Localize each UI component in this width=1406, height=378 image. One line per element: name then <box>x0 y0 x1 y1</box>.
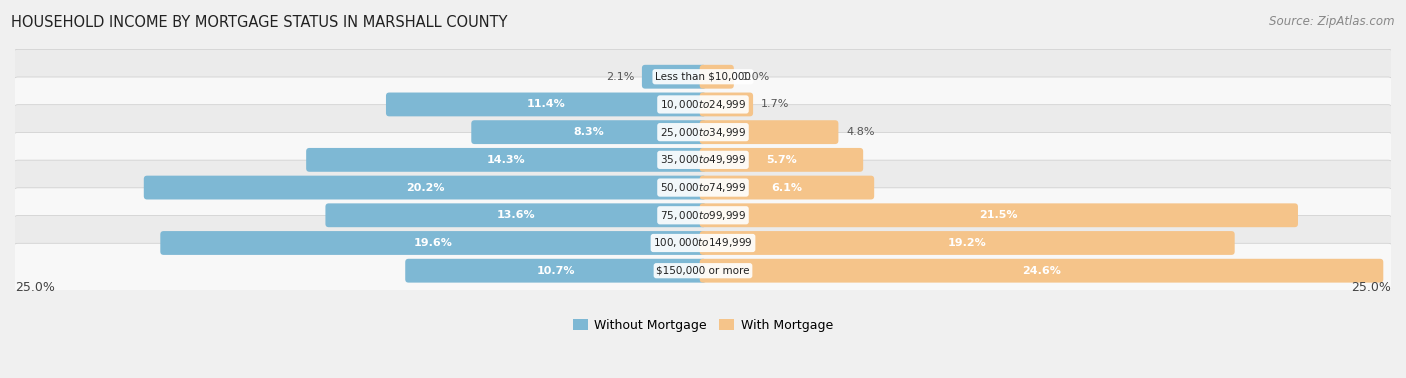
Text: 14.3%: 14.3% <box>486 155 526 165</box>
Text: 1.0%: 1.0% <box>741 72 769 82</box>
Text: 21.5%: 21.5% <box>980 210 1018 220</box>
FancyBboxPatch shape <box>700 93 754 116</box>
FancyBboxPatch shape <box>14 77 1392 132</box>
Text: 25.0%: 25.0% <box>15 281 55 294</box>
FancyBboxPatch shape <box>14 243 1392 298</box>
FancyBboxPatch shape <box>700 65 734 89</box>
FancyBboxPatch shape <box>700 203 1298 227</box>
Text: 25.0%: 25.0% <box>1351 281 1391 294</box>
Text: 2.1%: 2.1% <box>606 72 634 82</box>
Text: $100,000 to $149,999: $100,000 to $149,999 <box>654 237 752 249</box>
FancyBboxPatch shape <box>14 188 1392 243</box>
Text: 4.8%: 4.8% <box>846 127 875 137</box>
Text: 1.7%: 1.7% <box>761 99 789 110</box>
FancyBboxPatch shape <box>700 176 875 200</box>
FancyBboxPatch shape <box>14 132 1392 187</box>
FancyBboxPatch shape <box>471 120 706 144</box>
Text: 19.6%: 19.6% <box>413 238 453 248</box>
Text: 10.7%: 10.7% <box>537 266 575 276</box>
Text: 13.6%: 13.6% <box>496 210 536 220</box>
FancyBboxPatch shape <box>14 105 1392 160</box>
Text: 5.7%: 5.7% <box>766 155 797 165</box>
Text: 11.4%: 11.4% <box>527 99 565 110</box>
FancyBboxPatch shape <box>700 120 838 144</box>
FancyBboxPatch shape <box>307 148 706 172</box>
Legend: Without Mortgage, With Mortgage: Without Mortgage, With Mortgage <box>568 314 838 337</box>
Text: 19.2%: 19.2% <box>948 238 987 248</box>
Text: $10,000 to $24,999: $10,000 to $24,999 <box>659 98 747 111</box>
FancyBboxPatch shape <box>160 231 706 255</box>
Text: 24.6%: 24.6% <box>1022 266 1062 276</box>
Text: $50,000 to $74,999: $50,000 to $74,999 <box>659 181 747 194</box>
Text: $75,000 to $99,999: $75,000 to $99,999 <box>659 209 747 222</box>
FancyBboxPatch shape <box>143 176 706 200</box>
Text: Source: ZipAtlas.com: Source: ZipAtlas.com <box>1270 15 1395 28</box>
Text: $25,000 to $34,999: $25,000 to $34,999 <box>659 125 747 139</box>
Text: $35,000 to $49,999: $35,000 to $49,999 <box>659 153 747 166</box>
FancyBboxPatch shape <box>387 93 706 116</box>
Text: 6.1%: 6.1% <box>772 183 803 192</box>
Text: 20.2%: 20.2% <box>406 183 444 192</box>
Text: $150,000 or more: $150,000 or more <box>657 266 749 276</box>
FancyBboxPatch shape <box>643 65 706 89</box>
FancyBboxPatch shape <box>14 160 1392 215</box>
FancyBboxPatch shape <box>325 203 706 227</box>
FancyBboxPatch shape <box>700 231 1234 255</box>
FancyBboxPatch shape <box>700 259 1384 283</box>
Text: Less than $10,000: Less than $10,000 <box>655 72 751 82</box>
FancyBboxPatch shape <box>405 259 706 283</box>
FancyBboxPatch shape <box>14 49 1392 104</box>
FancyBboxPatch shape <box>14 215 1392 270</box>
FancyBboxPatch shape <box>700 148 863 172</box>
Text: 8.3%: 8.3% <box>574 127 605 137</box>
Text: HOUSEHOLD INCOME BY MORTGAGE STATUS IN MARSHALL COUNTY: HOUSEHOLD INCOME BY MORTGAGE STATUS IN M… <box>11 15 508 30</box>
